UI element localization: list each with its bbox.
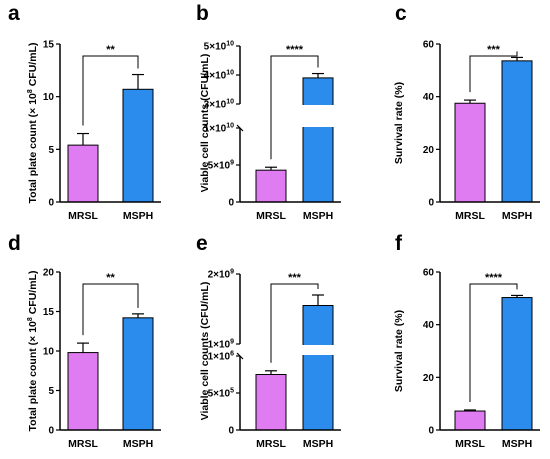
significance-label: **** (485, 272, 503, 284)
bar-msph (302, 305, 334, 431)
y-tick-label: 60 (423, 268, 435, 279)
panel-letter: a (8, 2, 20, 25)
significance-bracket (469, 283, 518, 402)
bar-mrsl (255, 169, 287, 203)
y-axis-label: Viable cell counts (CFU/mL) (199, 282, 211, 421)
x-tick-label: MRSL (68, 438, 98, 450)
y-tick-label: 5×109 (208, 160, 235, 172)
y-axis-label: Viable cell counts (CFU/mL) (199, 54, 211, 193)
significance-bracket (270, 55, 319, 160)
y-tick-label: 5 (48, 145, 54, 156)
y-tick-label: 20 (423, 373, 435, 384)
x-tick-label: MSPH (502, 210, 532, 222)
bar-msph (302, 77, 334, 203)
y-tick-label: 0 (48, 198, 54, 209)
bar-msph (122, 317, 154, 431)
y-tick-label: 20 (43, 268, 55, 279)
significance-label: ** (106, 272, 115, 284)
bar-msph (501, 60, 533, 203)
y-tick-label: 1×1010 (204, 123, 234, 135)
panel-a: a 0 5 10 15 MRSL MSPH Total plate count (× 108 … (8, 2, 161, 222)
panel-letter: d (8, 232, 21, 255)
x-tick-label: MRSL (455, 210, 485, 222)
y-tick-label: 4×1010 (204, 70, 234, 82)
axis-break-gap (234, 105, 337, 127)
y-tick-label: 5×1010 (204, 41, 234, 53)
bar-msph (501, 297, 533, 431)
axis-break-gap (234, 345, 337, 355)
bar-msph (122, 88, 154, 203)
y-tick-label: 40 (423, 92, 435, 103)
bar-mrsl (454, 410, 486, 431)
significance-label: *** (288, 272, 302, 284)
panel-letter: e (196, 232, 208, 255)
bar-mrsl (67, 352, 99, 431)
y-tick-label: 0 (228, 426, 234, 437)
y-tick-label: 60 (423, 40, 435, 51)
y-tick-label: 5 (48, 386, 54, 397)
x-tick-label: MSPH (303, 438, 333, 450)
y-tick-label: 0 (228, 198, 234, 209)
y-tick-label: 1×106 (208, 351, 235, 363)
y-tick-label: 1×109 (208, 339, 235, 351)
y-tick-label: 2×109 (208, 269, 235, 281)
y-axis-label: Survival rate (%) (393, 310, 405, 392)
y-tick-label: 10 (43, 347, 55, 358)
panel-letter: c (395, 2, 407, 25)
y-tick-label: 0 (48, 426, 54, 437)
x-tick-label: MSPH (303, 210, 333, 222)
y-axis-label: Total plate count (× 108 CFU/mL) (27, 43, 39, 204)
x-tick-label: MSPH (502, 438, 532, 450)
significance-label: *** (487, 44, 501, 56)
significance-label: **** (286, 44, 304, 56)
x-tick-label: MRSL (256, 438, 286, 450)
significance-bracket (82, 55, 139, 126)
y-tick-label: 3×1010 (204, 99, 234, 111)
bar-mrsl (454, 102, 486, 203)
significance-label: ** (106, 44, 115, 56)
y-tick-label: 0 (428, 198, 434, 209)
panel-b: b 0 5×109 1×1010 3×1010 4×1010 5×1010 MRSL MSPH V… (196, 2, 341, 222)
significance-bracket (270, 283, 319, 363)
significance-bracket (469, 51, 518, 93)
x-tick-label: MRSL (455, 438, 485, 450)
panel-letter: b (196, 2, 209, 25)
y-tick-label: 0 (428, 426, 434, 437)
x-tick-label: MSPH (123, 210, 153, 222)
panel-c: c 0 20 40 60 MRSL MSPH Survival rate (%) *** (393, 2, 540, 222)
y-tick-label: 10 (43, 92, 55, 103)
y-tick-label: 15 (43, 40, 55, 51)
y-tick-label: 15 (43, 307, 55, 318)
x-tick-label: MSPH (123, 438, 153, 450)
bar-mrsl (255, 374, 287, 431)
y-tick-label: 5×105 (208, 388, 235, 400)
y-axis-label: Total plate count (× 108 CFU/mL) (27, 271, 39, 432)
y-tick-label: 40 (423, 320, 435, 331)
x-tick-label: MRSL (68, 210, 98, 222)
y-tick-label: 20 (423, 145, 435, 156)
y-axis-label: Survival rate (%) (393, 82, 405, 164)
significance-bracket (82, 283, 139, 336)
panel-f: f 0 20 40 60 MRSL MSPH Survival rate (%) **** (393, 232, 540, 450)
panel-letter: f (395, 232, 403, 255)
panel-d: d 0 5 10 15 20 MRSL MSPH Total plate count (× 10… (8, 232, 161, 450)
x-tick-label: MRSL (256, 210, 286, 222)
bar-mrsl (67, 144, 99, 203)
